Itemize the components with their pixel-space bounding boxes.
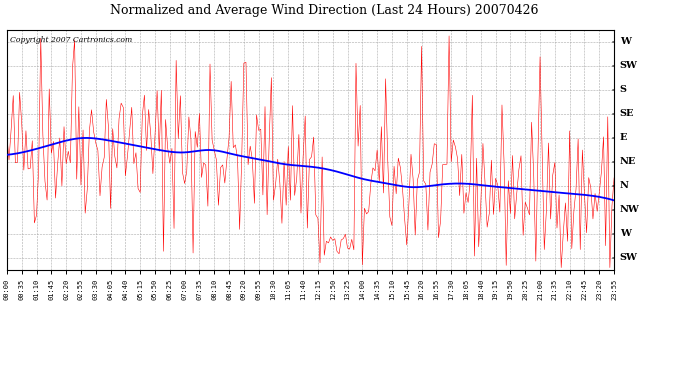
Text: NW: NW xyxy=(620,206,640,214)
Text: Copyright 2007 Cartronics.com: Copyright 2007 Cartronics.com xyxy=(10,36,132,44)
Text: N: N xyxy=(620,182,629,190)
Text: Normalized and Average Wind Direction (Last 24 Hours) 20070426: Normalized and Average Wind Direction (L… xyxy=(110,4,539,17)
Text: NE: NE xyxy=(620,158,636,166)
Text: SW: SW xyxy=(620,254,638,262)
Text: SW: SW xyxy=(620,62,638,70)
Text: S: S xyxy=(620,86,627,94)
Text: W: W xyxy=(620,230,631,238)
Text: W: W xyxy=(620,38,631,46)
Text: SE: SE xyxy=(620,110,634,118)
Text: E: E xyxy=(620,134,627,142)
